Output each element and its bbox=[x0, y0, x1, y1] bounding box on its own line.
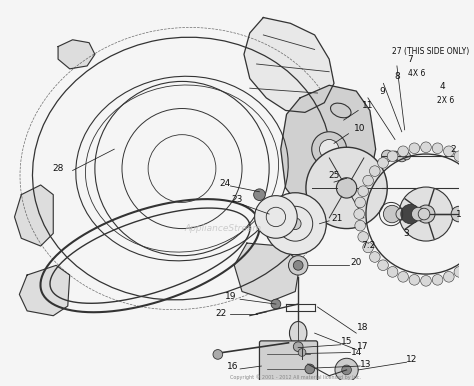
Circle shape bbox=[355, 197, 365, 208]
Circle shape bbox=[358, 186, 368, 196]
Text: 18: 18 bbox=[357, 323, 369, 332]
Circle shape bbox=[472, 252, 474, 262]
Text: 4X 6: 4X 6 bbox=[408, 69, 425, 78]
Circle shape bbox=[409, 143, 419, 154]
Text: 9: 9 bbox=[380, 86, 385, 96]
Circle shape bbox=[432, 274, 443, 285]
Circle shape bbox=[342, 365, 351, 375]
Circle shape bbox=[451, 206, 466, 222]
Text: 1: 1 bbox=[456, 210, 462, 218]
Circle shape bbox=[363, 242, 374, 253]
Circle shape bbox=[363, 175, 374, 186]
Text: 2: 2 bbox=[450, 145, 456, 154]
Circle shape bbox=[254, 189, 265, 200]
Circle shape bbox=[464, 260, 474, 271]
Circle shape bbox=[398, 271, 409, 282]
Circle shape bbox=[290, 218, 301, 230]
Text: 25: 25 bbox=[328, 171, 340, 180]
Polygon shape bbox=[234, 243, 300, 301]
Circle shape bbox=[382, 150, 393, 162]
Circle shape bbox=[403, 152, 410, 160]
Polygon shape bbox=[244, 17, 334, 112]
Circle shape bbox=[387, 151, 398, 161]
Circle shape bbox=[387, 267, 398, 277]
Circle shape bbox=[464, 157, 474, 168]
Circle shape bbox=[358, 232, 368, 242]
Circle shape bbox=[369, 166, 380, 176]
Text: 14: 14 bbox=[351, 348, 362, 357]
Circle shape bbox=[319, 139, 339, 159]
Circle shape bbox=[293, 342, 303, 352]
Text: 2X 6: 2X 6 bbox=[437, 96, 454, 105]
Circle shape bbox=[335, 358, 358, 381]
Circle shape bbox=[312, 132, 346, 167]
Text: 11: 11 bbox=[362, 101, 374, 110]
Circle shape bbox=[305, 364, 315, 374]
Text: 27 (THIS SIDE ONLY): 27 (THIS SIDE ONLY) bbox=[392, 47, 469, 56]
Text: 17: 17 bbox=[357, 342, 369, 351]
Circle shape bbox=[354, 209, 365, 219]
Circle shape bbox=[271, 299, 281, 309]
Circle shape bbox=[306, 147, 387, 229]
Circle shape bbox=[298, 349, 306, 356]
Circle shape bbox=[264, 193, 326, 255]
Text: 19: 19 bbox=[225, 292, 236, 301]
Ellipse shape bbox=[290, 322, 307, 345]
Text: Copyright © 2001 - 2012 All material licensed by Inc.: Copyright © 2001 - 2012 All material lic… bbox=[230, 374, 361, 379]
Text: 22: 22 bbox=[215, 309, 227, 318]
Circle shape bbox=[454, 267, 465, 277]
Circle shape bbox=[378, 157, 388, 168]
Text: 23: 23 bbox=[231, 195, 243, 204]
Circle shape bbox=[472, 166, 474, 176]
Circle shape bbox=[411, 207, 425, 221]
Circle shape bbox=[289, 256, 308, 275]
Text: 7:2: 7:2 bbox=[361, 242, 375, 251]
Text: ApplianceStream: ApplianceStream bbox=[184, 224, 261, 233]
Circle shape bbox=[444, 271, 454, 282]
Text: 28: 28 bbox=[53, 164, 64, 173]
Polygon shape bbox=[19, 265, 70, 316]
Circle shape bbox=[396, 150, 408, 162]
Text: 24: 24 bbox=[219, 179, 230, 188]
Text: 13: 13 bbox=[360, 360, 372, 369]
Circle shape bbox=[293, 261, 303, 270]
Text: 12: 12 bbox=[406, 355, 417, 364]
Text: 16: 16 bbox=[227, 362, 238, 371]
Circle shape bbox=[378, 260, 388, 271]
Text: 4: 4 bbox=[439, 82, 445, 91]
Text: 21: 21 bbox=[331, 214, 343, 223]
Circle shape bbox=[390, 151, 400, 161]
Circle shape bbox=[355, 220, 365, 231]
Circle shape bbox=[420, 142, 431, 152]
Circle shape bbox=[418, 208, 430, 220]
Circle shape bbox=[417, 205, 435, 223]
Circle shape bbox=[383, 205, 401, 223]
Circle shape bbox=[213, 350, 223, 359]
Circle shape bbox=[409, 274, 419, 285]
Circle shape bbox=[454, 151, 465, 161]
Circle shape bbox=[444, 146, 454, 157]
Circle shape bbox=[420, 276, 431, 286]
Text: 3: 3 bbox=[404, 229, 410, 238]
Circle shape bbox=[401, 204, 420, 224]
Text: 15: 15 bbox=[341, 337, 352, 346]
Polygon shape bbox=[58, 40, 95, 69]
Text: 8: 8 bbox=[394, 72, 400, 81]
Circle shape bbox=[398, 146, 409, 157]
Circle shape bbox=[337, 178, 357, 198]
Polygon shape bbox=[281, 85, 375, 217]
Text: 7: 7 bbox=[408, 55, 413, 64]
FancyBboxPatch shape bbox=[259, 341, 318, 386]
Polygon shape bbox=[15, 185, 53, 246]
Circle shape bbox=[396, 208, 408, 220]
Ellipse shape bbox=[330, 103, 351, 118]
Text: 20: 20 bbox=[351, 258, 362, 267]
Circle shape bbox=[432, 143, 443, 154]
Text: 10: 10 bbox=[355, 124, 366, 133]
Circle shape bbox=[399, 187, 453, 241]
Circle shape bbox=[255, 196, 297, 238]
Circle shape bbox=[369, 252, 380, 262]
